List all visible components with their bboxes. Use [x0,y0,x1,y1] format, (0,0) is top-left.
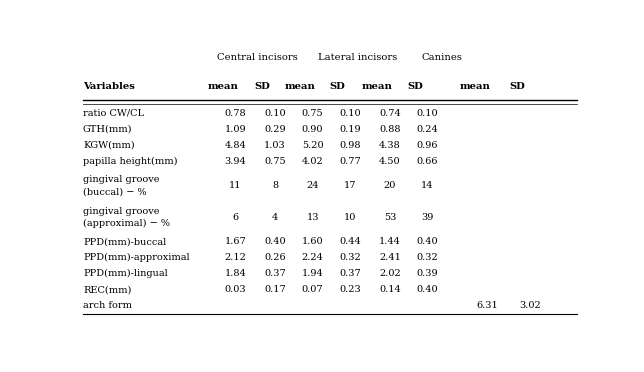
Text: papilla height(mm): papilla height(mm) [83,157,178,166]
Text: mean: mean [362,82,393,91]
Text: PPD(mm)-buccal: PPD(mm)-buccal [83,237,166,246]
Text: SD: SD [407,82,422,91]
Text: gingival groove: gingival groove [83,207,160,216]
Text: 1.84: 1.84 [224,269,246,278]
Text: 0.78: 0.78 [224,109,246,118]
Text: 20: 20 [384,181,396,190]
Text: 0.17: 0.17 [264,285,286,294]
Text: 4.38: 4.38 [379,141,401,150]
Text: 1.09: 1.09 [224,125,246,134]
Text: 5.20: 5.20 [302,141,323,150]
Text: 0.14: 0.14 [379,285,401,294]
Text: 0.32: 0.32 [339,253,361,262]
Text: 0.88: 0.88 [379,125,401,134]
Text: 39: 39 [421,213,433,222]
Text: 0.10: 0.10 [417,109,438,118]
Text: 0.77: 0.77 [339,157,361,166]
Text: KGW(mm): KGW(mm) [83,141,135,150]
Text: 0.37: 0.37 [264,269,286,278]
Text: 1.44: 1.44 [379,237,401,246]
Text: 8: 8 [272,181,278,190]
Text: 24: 24 [307,181,319,190]
Text: SD: SD [330,82,345,91]
Text: 1.60: 1.60 [302,237,323,246]
Text: 0.90: 0.90 [302,125,323,134]
Text: gingival groove: gingival groove [83,175,160,184]
Text: 11: 11 [229,181,242,190]
Text: 0.26: 0.26 [264,253,286,262]
Text: 0.96: 0.96 [417,141,438,150]
Text: 0.40: 0.40 [417,285,438,294]
Text: 6.31: 6.31 [477,301,498,310]
Text: SD: SD [255,82,270,91]
Text: 0.75: 0.75 [264,157,286,166]
Text: 0.66: 0.66 [417,157,438,166]
Text: 0.40: 0.40 [264,237,286,246]
Text: 2.41: 2.41 [379,253,401,262]
Text: 0.39: 0.39 [417,269,438,278]
Text: Variables: Variables [83,82,135,91]
Text: 6: 6 [232,213,238,222]
Text: Canines: Canines [422,53,463,62]
Text: 2.24: 2.24 [301,253,323,262]
Text: (approximal) − %: (approximal) − % [83,219,170,228]
Text: 14: 14 [421,181,433,190]
Text: 1.94: 1.94 [301,269,323,278]
Text: PPD(mm)-lingual: PPD(mm)-lingual [83,269,167,278]
Text: mean: mean [207,82,238,91]
Text: 17: 17 [344,181,356,190]
Text: 53: 53 [384,213,396,222]
Text: 0.32: 0.32 [417,253,439,262]
Text: arch form: arch form [83,301,132,310]
Text: 0.98: 0.98 [339,141,361,150]
Text: 10: 10 [344,213,356,222]
Text: 4.50: 4.50 [379,157,401,166]
Text: 0.40: 0.40 [417,237,438,246]
Text: 0.44: 0.44 [339,237,361,246]
Text: 0.03: 0.03 [224,285,246,294]
Text: 0.37: 0.37 [339,269,361,278]
Text: 0.75: 0.75 [302,109,323,118]
Text: 0.23: 0.23 [339,285,361,294]
Text: 0.19: 0.19 [339,125,361,134]
Text: (buccal) − %: (buccal) − % [83,187,147,196]
Text: 1.03: 1.03 [264,141,286,150]
Text: 2.02: 2.02 [379,269,401,278]
Text: 0.29: 0.29 [264,125,286,134]
Text: 4.02: 4.02 [301,157,323,166]
Text: 2.12: 2.12 [224,253,246,262]
Text: Lateral incisors: Lateral incisors [318,53,397,62]
Text: 13: 13 [307,213,319,222]
Text: mean: mean [285,82,316,91]
Text: mean: mean [459,82,490,91]
Text: 1.67: 1.67 [224,237,246,246]
Text: 0.10: 0.10 [264,109,286,118]
Text: Central incisors: Central incisors [217,53,298,62]
Text: 3.94: 3.94 [224,157,246,166]
Text: SD: SD [509,82,525,91]
Text: 4: 4 [272,213,278,222]
Text: PPD(mm)-approximal: PPD(mm)-approximal [83,253,189,262]
Text: REC(mm): REC(mm) [83,285,131,294]
Text: 0.74: 0.74 [379,109,401,118]
Text: 0.07: 0.07 [302,285,323,294]
Text: 3.02: 3.02 [519,301,540,310]
Text: ratio CW/CL: ratio CW/CL [83,109,144,118]
Text: 0.24: 0.24 [417,125,439,134]
Text: 4.84: 4.84 [224,141,246,150]
Text: GTH(mm): GTH(mm) [83,125,133,134]
Text: 0.10: 0.10 [339,109,361,118]
